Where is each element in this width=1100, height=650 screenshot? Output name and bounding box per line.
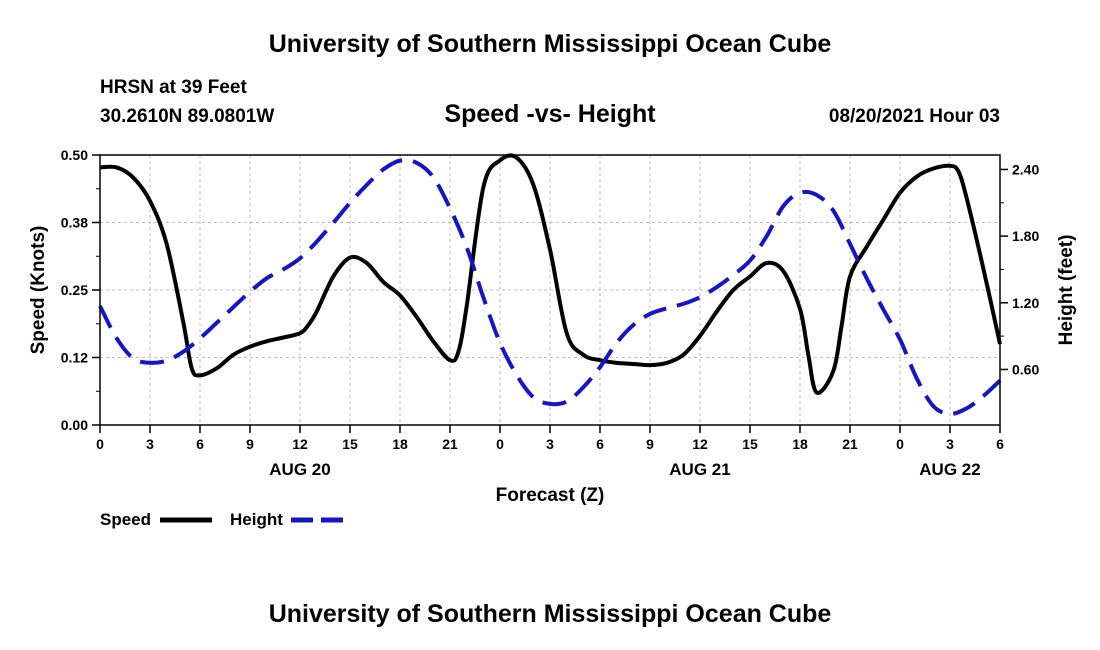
y2-tick-label: 0.60 [1012,361,1039,377]
station-label: HRSN at 39 Feet [100,77,247,98]
x-tick-label: 9 [246,436,254,452]
series-layer [98,153,1002,416]
x-tick-label: 3 [946,436,954,452]
date-label: AUG 20 [269,460,330,479]
x-tick-label: 6 [196,436,204,452]
date-label: AUG 21 [669,460,730,479]
x-tick-label: 18 [392,436,408,452]
station-coordinates: 30.2610N 89.0801W [100,106,275,127]
x-tick-label: 9 [646,436,654,452]
x-tick-label: 3 [546,436,554,452]
chart-subtitle: Speed -vs- Height [444,100,656,128]
x-tick-label: 6 [996,436,1004,452]
y2-tick-label: 1.20 [1012,295,1039,311]
x-tick-label: 6 [596,436,604,452]
x-tick-label: 18 [792,436,808,452]
y-tick-label: 0.00 [61,417,88,433]
y2-tick-label: 2.40 [1012,161,1039,177]
y2-axis-title: Height (feet) [1056,235,1077,346]
x-tick-label: 15 [342,436,358,452]
x-tick-label: 3 [146,436,154,452]
speed-series-line [99,153,1002,395]
date-label: AUG 22 [919,460,980,479]
x-tick-label: 12 [292,436,308,452]
y2-tick-label: 1.80 [1012,228,1039,244]
x-axis-title: Forecast (Z) [496,485,605,506]
y-tick-label: 0.38 [61,215,88,231]
x-tick-label: 21 [442,436,458,452]
x-tick-label: 0 [896,436,904,452]
bottom-title: University of Southern Mississippi Ocean… [268,600,832,628]
x-tick-label: 0 [496,436,504,452]
x-tick-label: 15 [742,436,758,452]
x-tick-label: 21 [842,436,858,452]
x-tick-label: 0 [96,436,104,452]
y-tick-label: 0.50 [61,147,88,163]
forecast-datetime: 08/20/2021 Hour 03 [828,106,1000,127]
y-tick-label: 0.25 [61,282,88,298]
legend: Speed Height [100,510,343,529]
grid [100,155,1000,425]
y-axis-title: Speed (Knots) [28,226,49,355]
height-series-line [98,158,1002,416]
x-tick-label: 12 [692,436,708,452]
top-title: University of Southern Mississippi Ocean… [268,30,832,58]
legend-speed-label: Speed [100,510,151,529]
y-tick-label: 0.12 [61,350,88,366]
axes: 0 3 6 9 12 15 18 21 0 3 6 9 12 15 18 21 0 3 6 0.00 0.12 0.25 0… [28,147,1077,506]
legend-height-label: Height [230,510,283,529]
